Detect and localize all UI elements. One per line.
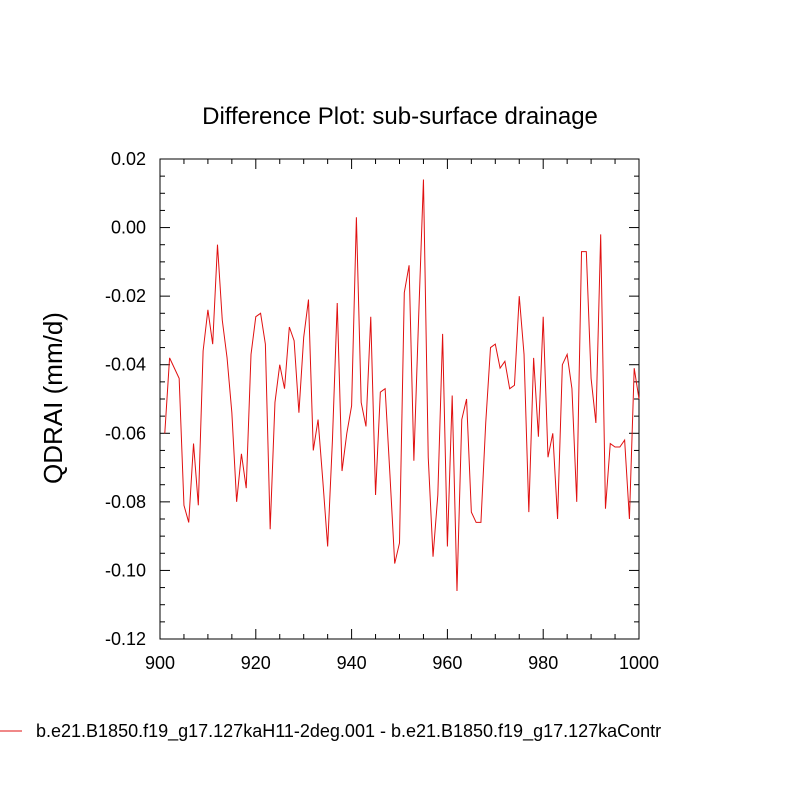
y-tick-label: -0.10 (105, 560, 146, 580)
plot-axes: 900 920 940 960 980 1000 0.02 0.00 -0.02 -0.04 -0.… (105, 149, 659, 673)
plot-frame (159, 158, 640, 640)
x-tick-label: 920 (241, 653, 271, 673)
y-tick-label: -0.02 (105, 286, 146, 306)
y-tick-label: -0.06 (105, 423, 146, 443)
legend-label: b.e21.B1850.f19_g17.127kaH11-2deg.001 - … (36, 721, 661, 742)
series-line (164, 179, 640, 592)
x-tick-label: 980 (528, 653, 558, 673)
x-tick-label: 960 (432, 653, 462, 673)
y-axis-label: QDRAI (mm/d) (38, 312, 68, 484)
y-tick-label: -0.12 (105, 629, 146, 649)
y-tick-label: -0.04 (105, 355, 146, 375)
legend: b.e21.B1850.f19_g17.127kaH11-2deg.001 - … (0, 721, 661, 742)
y-tick-label: -0.08 (105, 492, 146, 512)
x-tick-label: 900 (145, 653, 175, 673)
y-tick-label: 0.00 (111, 218, 146, 238)
x-tick-label: 1000 (619, 653, 659, 673)
chart-title: Difference Plot: sub-surface drainage (202, 103, 598, 130)
y-tick-label: 0.02 (111, 149, 146, 169)
x-tick-label: 940 (337, 653, 367, 673)
series-layer (164, 179, 640, 592)
